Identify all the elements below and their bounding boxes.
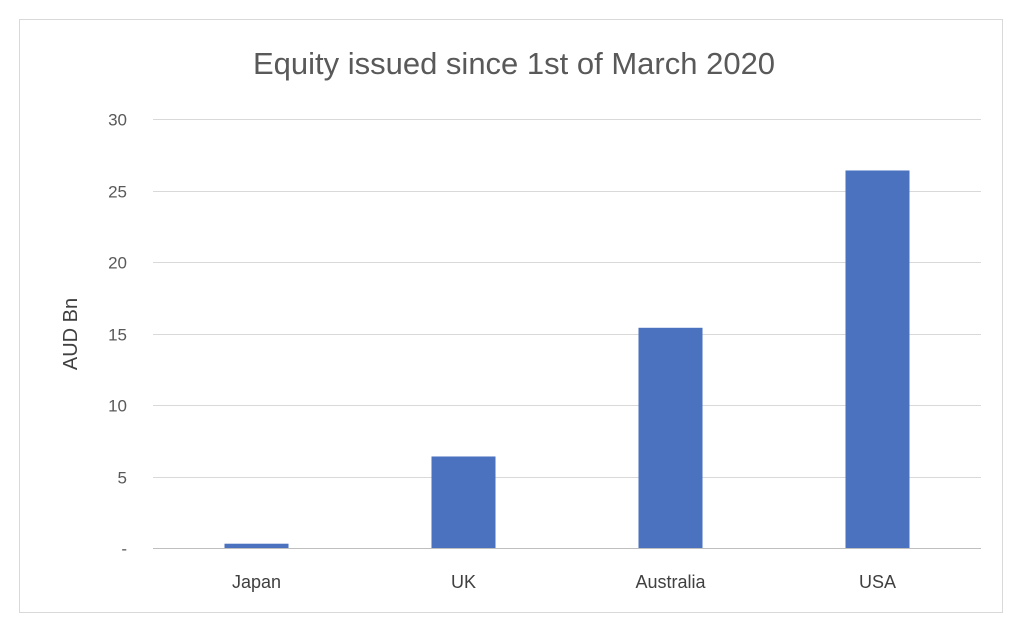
y-tick-label: 15 [108,326,127,345]
y-tick-label: 30 [108,111,127,130]
gridlines [153,119,981,549]
bar-usa [845,170,910,549]
x-category-label: USA [859,572,896,592]
bar-uk [431,456,496,548]
y-tick-label: 10 [108,397,127,416]
bar-japan [224,543,289,548]
x-category-label: UK [451,572,476,592]
x-category-label: Australia [635,572,706,592]
y-tick-label: 20 [108,254,127,273]
y-tick-label: - [121,540,127,559]
x-category-label: Japan [232,572,281,592]
y-tick-labels: - 5 10 15 20 25 30 [108,111,127,559]
chart-frame [19,19,1003,613]
x-category-labels: Japan UK Australia USA [232,572,896,592]
y-tick-label: 5 [118,469,127,488]
chart-title: Equity issued since 1st of March 2020 [253,46,775,81]
bars [224,170,910,549]
y-tick-label: 25 [108,183,127,202]
y-axis-label: AUD Bn [60,298,82,370]
bar-australia [638,327,703,548]
